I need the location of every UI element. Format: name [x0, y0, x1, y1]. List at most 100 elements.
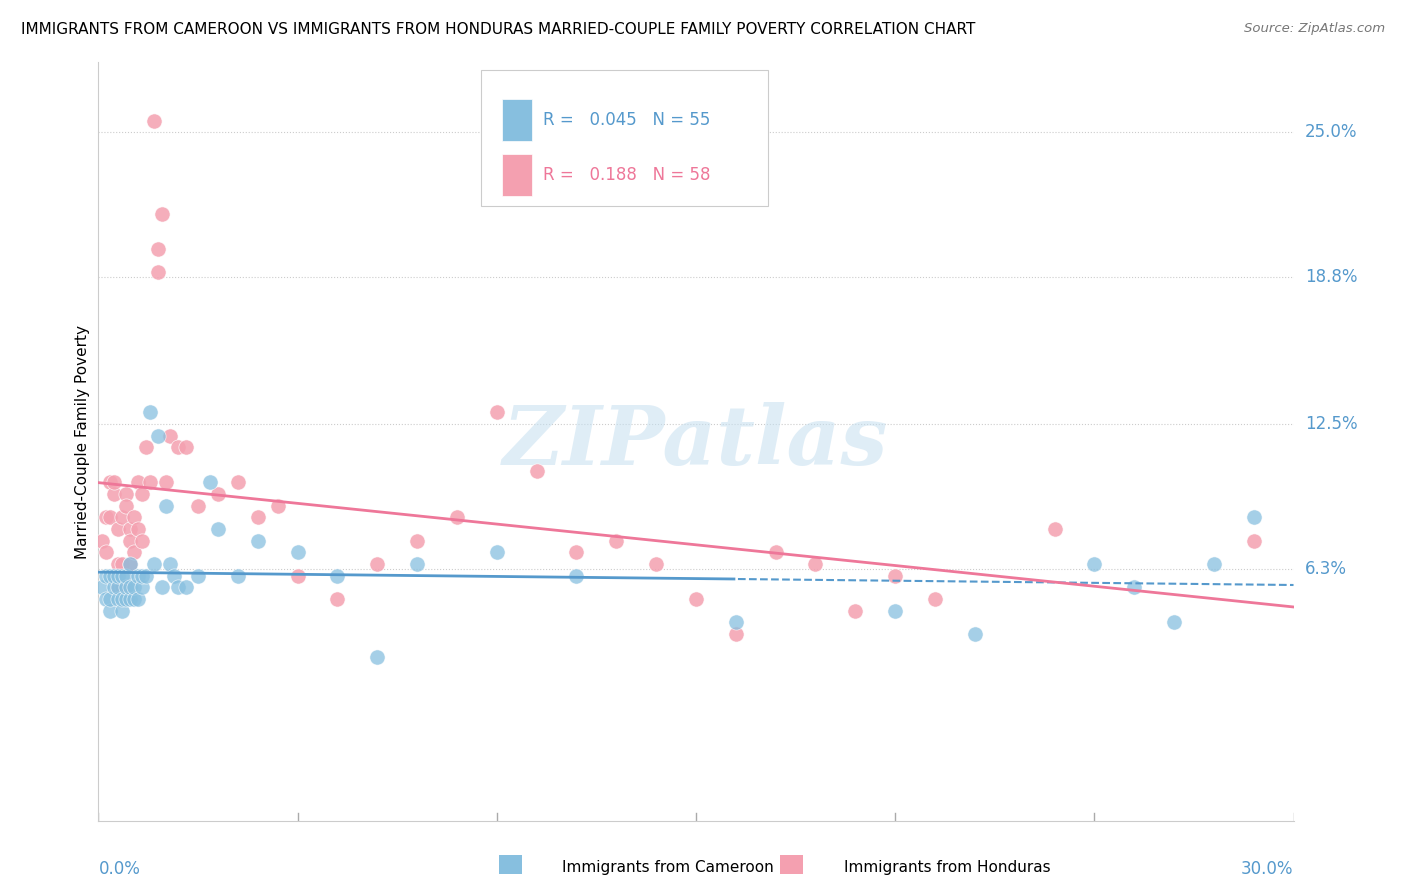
Point	[155, 499, 177, 513]
Point	[526, 464, 548, 478]
Point	[326, 592, 349, 607]
Point	[844, 604, 866, 618]
Point	[174, 441, 197, 455]
Point	[124, 592, 146, 607]
Point	[91, 580, 114, 594]
Text: 25.0%: 25.0%	[1305, 123, 1357, 142]
Point	[111, 604, 134, 618]
Point	[96, 510, 118, 524]
Point	[1202, 557, 1225, 571]
Point	[226, 475, 249, 490]
Point	[115, 487, 138, 501]
Point	[187, 568, 209, 582]
Point	[159, 428, 181, 442]
Point	[406, 533, 429, 548]
Point	[135, 441, 157, 455]
Text: R =   0.045   N = 55: R = 0.045 N = 55	[543, 112, 710, 129]
Point	[1243, 533, 1265, 548]
Point	[111, 592, 134, 607]
Point	[645, 557, 668, 571]
Point	[98, 604, 122, 618]
FancyBboxPatch shape	[502, 153, 533, 195]
Point	[198, 475, 221, 490]
Point	[366, 557, 388, 571]
Point	[131, 580, 153, 594]
Text: IMMIGRANTS FROM CAMEROON VS IMMIGRANTS FROM HONDURAS MARRIED-COUPLE FAMILY POVER: IMMIGRANTS FROM CAMEROON VS IMMIGRANTS F…	[21, 22, 976, 37]
Point	[107, 557, 129, 571]
Point	[107, 522, 129, 536]
Point	[120, 557, 142, 571]
Text: 0.0%: 0.0%	[98, 860, 141, 878]
Point	[884, 604, 907, 618]
Point	[1043, 522, 1066, 536]
Point	[124, 545, 146, 559]
Text: 12.5%: 12.5%	[1305, 415, 1357, 433]
Point	[267, 499, 290, 513]
Point	[139, 405, 162, 419]
Point	[207, 522, 229, 536]
Point	[115, 499, 138, 513]
Point	[366, 650, 388, 665]
Point	[1163, 615, 1185, 630]
Point	[804, 557, 827, 571]
Point	[98, 568, 122, 582]
Point	[115, 568, 138, 582]
Point	[287, 545, 309, 559]
Point	[287, 568, 309, 582]
Point	[111, 510, 134, 524]
Point	[111, 580, 134, 594]
Point	[148, 242, 170, 256]
Point	[115, 592, 138, 607]
Point	[924, 592, 946, 607]
Text: Immigrants from Cameroon: Immigrants from Cameroon	[562, 860, 775, 874]
Point	[127, 568, 149, 582]
Y-axis label: Married-Couple Family Poverty: Married-Couple Family Poverty	[75, 325, 90, 558]
Point	[565, 568, 588, 582]
Point	[148, 428, 170, 442]
Point	[139, 475, 162, 490]
Point	[103, 475, 125, 490]
Text: Immigrants from Honduras: Immigrants from Honduras	[844, 860, 1050, 874]
FancyBboxPatch shape	[481, 70, 768, 207]
Point	[120, 592, 142, 607]
Point	[96, 568, 118, 582]
Point	[120, 557, 142, 571]
Point	[135, 568, 157, 582]
Point	[884, 568, 907, 582]
Point	[107, 580, 129, 594]
Point	[103, 580, 125, 594]
Point	[724, 615, 747, 630]
Point	[107, 568, 129, 582]
Point	[127, 592, 149, 607]
Point	[605, 533, 627, 548]
Text: 30.0%: 30.0%	[1241, 860, 1294, 878]
Text: 6.3%: 6.3%	[1305, 559, 1347, 578]
Point	[963, 627, 986, 641]
Point	[115, 580, 138, 594]
Point	[107, 580, 129, 594]
Point	[724, 627, 747, 641]
Point	[131, 533, 153, 548]
Point	[150, 580, 173, 594]
Point	[446, 510, 468, 524]
Point	[565, 545, 588, 559]
Point	[120, 522, 142, 536]
Point	[1123, 580, 1146, 594]
Point	[1083, 557, 1105, 571]
Point	[326, 568, 349, 582]
Point	[159, 557, 181, 571]
Text: ZIPatlas: ZIPatlas	[503, 401, 889, 482]
Point	[91, 533, 114, 548]
Point	[485, 405, 508, 419]
Text: Source: ZipAtlas.com: Source: ZipAtlas.com	[1244, 22, 1385, 36]
Point	[167, 441, 190, 455]
Point	[765, 545, 787, 559]
Point	[98, 592, 122, 607]
Point	[96, 545, 118, 559]
Point	[131, 568, 153, 582]
Point	[226, 568, 249, 582]
Point	[148, 265, 170, 279]
Point	[163, 568, 186, 582]
Point	[167, 580, 190, 594]
Point	[685, 592, 707, 607]
